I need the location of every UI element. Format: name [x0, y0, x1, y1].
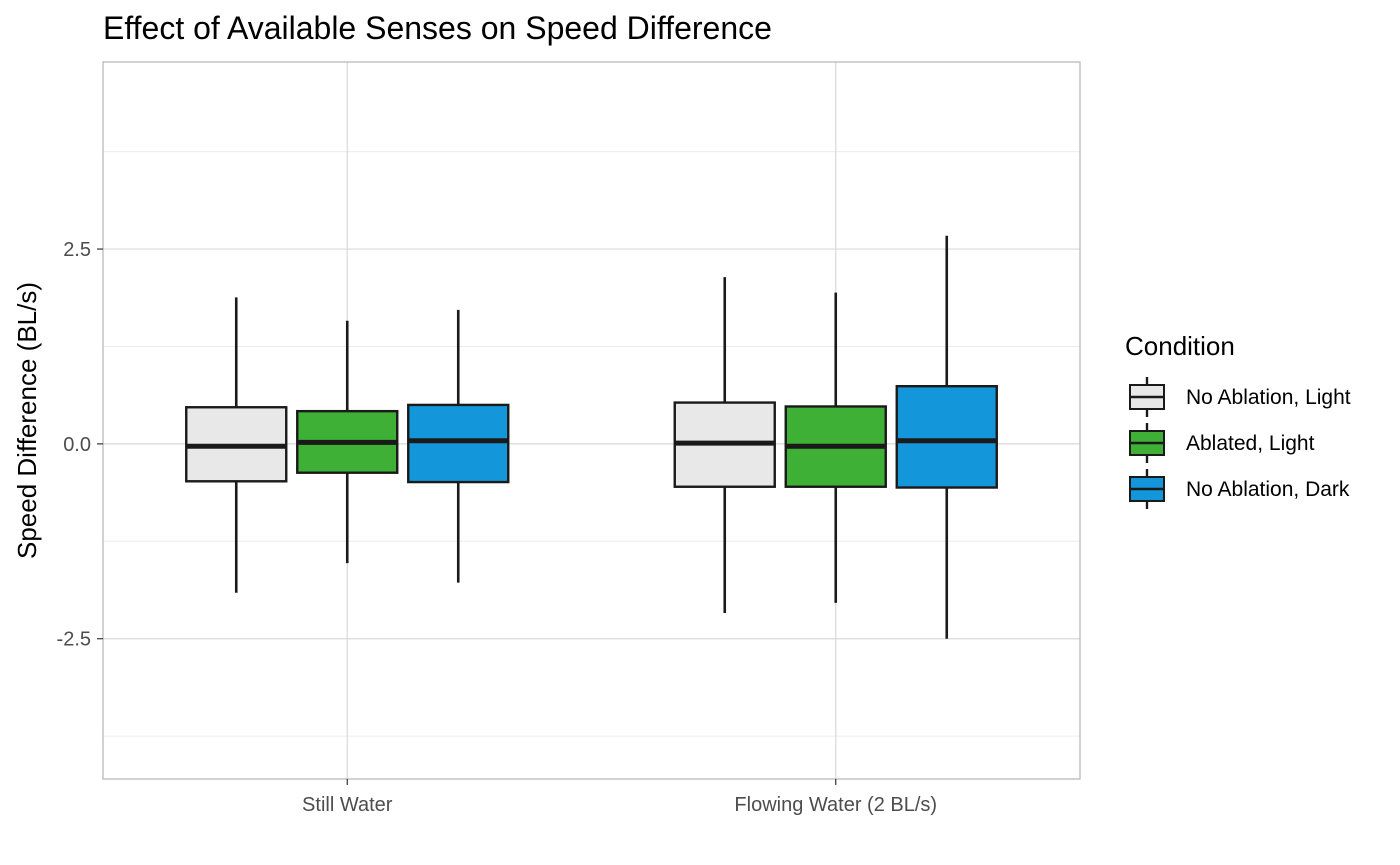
x-axis: Still Water Flowing Water (2 BL/s)	[302, 779, 937, 816]
y-tick-label: 0.0	[63, 434, 91, 456]
legend-item-no-ablation-light: No Ablation, Light	[1129, 377, 1351, 417]
legend-item-no-ablation-dark: No Ablation, Dark	[1129, 469, 1350, 509]
legend-item-ablated-light: Ablated, Light	[1129, 423, 1315, 463]
y-axis: -2.5 0.0 2.5	[57, 239, 103, 651]
box-groups	[185, 235, 998, 639]
chart-title: Effect of Available Senses on Speed Diff…	[103, 10, 772, 46]
x-tick-label: Still Water	[302, 794, 393, 816]
legend-label: No Ablation, Light	[1186, 386, 1351, 409]
box-no-ablation-dark-0	[407, 309, 510, 583]
y-tick-label: 2.5	[63, 239, 91, 261]
box-iqr	[407, 403, 510, 484]
legend: Condition No Ablation, Light Ablated, Lig…	[1125, 331, 1351, 509]
box-no-ablation-light-0	[185, 297, 288, 593]
box-no-ablation-dark-1	[895, 235, 998, 639]
y-tick-label: -2.5	[57, 629, 91, 651]
legend-label: Ablated, Light	[1186, 432, 1315, 455]
y-axis-title: Speed Difference (BL/s)	[12, 282, 42, 559]
box-iqr	[895, 385, 998, 489]
legend-label: No Ablation, Dark	[1186, 478, 1350, 501]
box-ablated-light-0	[296, 320, 399, 564]
box-ablated-light-1	[784, 292, 887, 603]
plot-panel	[102, 61, 1081, 780]
box-no-ablation-light-1	[673, 277, 776, 613]
x-tick-label: Flowing Water (2 BL/s)	[734, 794, 937, 816]
legend-title: Condition	[1125, 331, 1235, 361]
